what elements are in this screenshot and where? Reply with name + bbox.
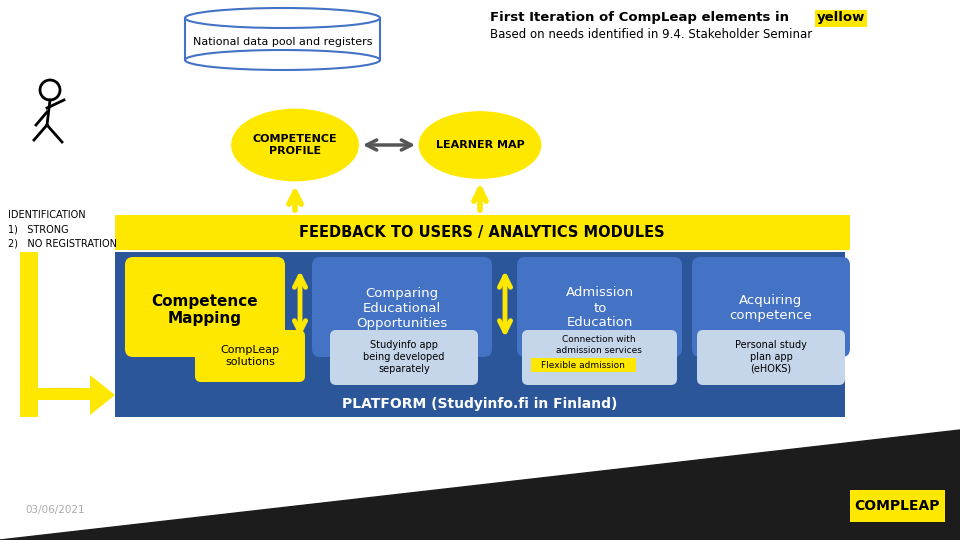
FancyBboxPatch shape (517, 257, 682, 357)
FancyBboxPatch shape (850, 490, 945, 522)
FancyBboxPatch shape (531, 358, 636, 372)
Text: Connection with
admission services: Connection with admission services (556, 335, 642, 355)
Text: Competence
Mapping: Competence Mapping (152, 294, 258, 326)
Text: LEARNER MAP: LEARNER MAP (436, 140, 524, 150)
FancyBboxPatch shape (195, 330, 305, 382)
Ellipse shape (420, 112, 540, 178)
Ellipse shape (185, 50, 380, 70)
Text: 03/06/2021: 03/06/2021 (25, 505, 84, 515)
Text: Personal study
plan app
(eHOKS): Personal study plan app (eHOKS) (735, 340, 807, 374)
Text: Flexible admission: Flexible admission (541, 361, 625, 369)
FancyBboxPatch shape (815, 10, 867, 27)
FancyBboxPatch shape (125, 257, 285, 357)
FancyBboxPatch shape (185, 18, 380, 60)
Text: CompLeap
solutions: CompLeap solutions (221, 345, 279, 367)
FancyBboxPatch shape (115, 215, 850, 250)
Polygon shape (20, 375, 115, 415)
FancyBboxPatch shape (115, 252, 845, 417)
Text: Based on needs identified in 9.4. Stakeholder Seminar: Based on needs identified in 9.4. Stakeh… (490, 29, 812, 42)
FancyBboxPatch shape (697, 330, 845, 385)
Ellipse shape (232, 110, 357, 180)
FancyBboxPatch shape (330, 330, 478, 385)
Polygon shape (0, 430, 960, 540)
FancyBboxPatch shape (522, 330, 677, 385)
Text: Admission
to
Education: Admission to Education (566, 287, 634, 329)
Text: COMPETENCE
PROFILE: COMPETENCE PROFILE (252, 134, 337, 156)
Text: PLATFORM (Studyinfo.fi in Finland): PLATFORM (Studyinfo.fi in Finland) (343, 397, 617, 411)
FancyBboxPatch shape (312, 257, 492, 357)
Text: IDENTIFICATION
1)   STRONG
2)   NO REGISTRATION: IDENTIFICATION 1) STRONG 2) NO REGISTRAT… (8, 210, 117, 248)
Text: FEEDBACK TO USERS / ANALYTICS MODULES: FEEDBACK TO USERS / ANALYTICS MODULES (300, 225, 665, 240)
Text: Studyinfo app
being developed
separately: Studyinfo app being developed separately (363, 340, 444, 374)
FancyBboxPatch shape (20, 252, 38, 417)
Text: Comparing
Educational
Opportunities: Comparing Educational Opportunities (356, 287, 447, 329)
Ellipse shape (185, 8, 380, 28)
FancyBboxPatch shape (692, 257, 850, 357)
Text: National data pool and registers: National data pool and registers (193, 37, 372, 47)
Text: First Iteration of CompLeap elements in: First Iteration of CompLeap elements in (490, 11, 794, 24)
Text: COMPLEAP: COMPLEAP (854, 499, 940, 513)
Text: Acquiring
competence: Acquiring competence (730, 294, 812, 322)
Text: yellow: yellow (817, 11, 865, 24)
